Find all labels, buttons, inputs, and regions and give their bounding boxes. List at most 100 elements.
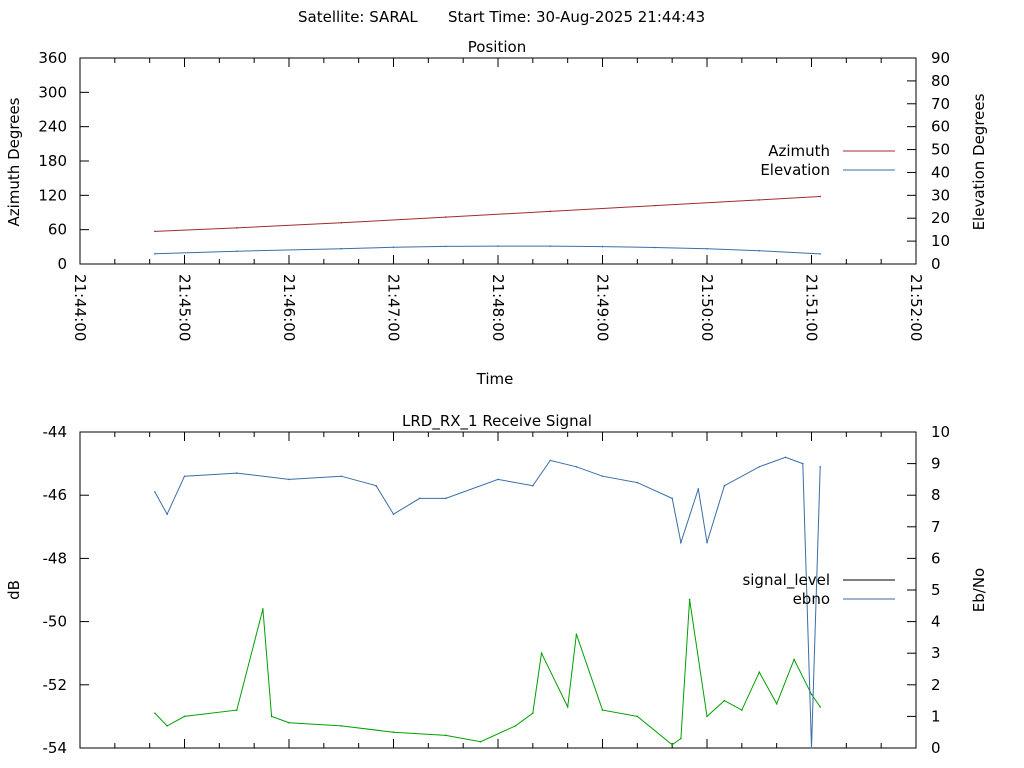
series-signal-level-point <box>758 671 761 673</box>
series-elevation-point <box>340 247 343 250</box>
receive-signal-chart: LRD_RX_1 Receive Signal -54-52-50-48-46-… <box>5 412 988 757</box>
series-azimuth-point <box>154 230 156 233</box>
series-signal-level-point <box>566 706 569 708</box>
position-x-label: Time <box>476 370 514 388</box>
position-y2-label: Elevation Degrees <box>970 93 988 230</box>
series-signal-level-line <box>154 599 821 746</box>
y-tick-label: 0 <box>57 255 67 273</box>
series-signal-level-point <box>479 740 482 743</box>
series-signal-level-point <box>723 699 726 702</box>
series-azimuth-point <box>235 227 238 229</box>
y2-tick-label: 2 <box>931 676 941 694</box>
series-ebno-point <box>810 747 813 749</box>
series-ebno-point <box>340 475 343 478</box>
y2-tick-label: 70 <box>931 95 950 113</box>
x-tick-label: 21:45:00 <box>176 274 194 341</box>
series-ebno-point <box>532 484 534 487</box>
series-azimuth-point <box>549 210 552 213</box>
signal-series <box>154 456 822 749</box>
signal-legend: signal_level ebno <box>742 571 895 608</box>
y2-tick-label: 0 <box>931 739 941 757</box>
y2-tick-label: 40 <box>931 163 950 181</box>
y2-tick-label: 4 <box>931 613 941 631</box>
series-elevation-point <box>653 246 656 249</box>
x-tick-label: 21:48:00 <box>489 274 507 341</box>
series-ebno-point <box>784 456 787 459</box>
y2-tick-label: 10 <box>931 232 950 250</box>
series-elevation-line <box>154 245 821 255</box>
series-ebno-point <box>758 465 761 468</box>
series-ebno-point <box>375 484 377 487</box>
series-signal-level-point <box>183 715 186 718</box>
y2-tick-label: 90 <box>931 49 950 67</box>
series-ebno-point <box>444 497 447 500</box>
series-elevation-point <box>154 252 156 255</box>
series-signal-level-point <box>444 734 447 737</box>
series-ebno-point <box>288 478 290 481</box>
series-ebno-point <box>697 488 700 490</box>
position-chart: Position 21:44:00 21:45:00 21:46:00 21:47:0… <box>5 38 988 388</box>
y2-tick-label: 9 <box>931 455 941 473</box>
y2-tick-label: 8 <box>931 486 941 504</box>
series-ebno-point <box>819 465 822 468</box>
x-tick-label: 21:47:00 <box>385 274 403 341</box>
y-tick-label: 240 <box>38 118 67 136</box>
x-tick-label: 21:50:00 <box>698 274 716 341</box>
series-elevation-point <box>706 247 708 250</box>
series-ebno-point <box>601 475 604 478</box>
series-signal-level-point <box>532 712 534 715</box>
series-azimuth-point <box>819 195 822 198</box>
position-chart-title: Position <box>468 38 526 56</box>
series-ebno-point <box>392 513 395 515</box>
series-elevation-point <box>819 253 822 255</box>
y2-tick-label: 50 <box>931 141 950 159</box>
signal-y2-label: Eb/No <box>970 568 988 612</box>
x-tick-label: 21:52:00 <box>907 274 925 341</box>
series-signal-level-point <box>235 709 238 711</box>
series-elevation-point <box>601 245 604 248</box>
series-signal-level-point <box>514 725 517 727</box>
series-ebno-point <box>154 491 156 493</box>
y2-tick-label: 60 <box>931 118 950 136</box>
series-signal-level-point <box>819 706 822 708</box>
series-azimuth-point <box>758 199 761 201</box>
series-signal-level-point <box>575 633 578 636</box>
y-tick-label: -46 <box>43 486 68 504</box>
series-signal-level-point <box>270 715 273 718</box>
y2-tick-label: 1 <box>931 707 941 725</box>
series-signal-level-point <box>392 731 395 733</box>
series-ebno-point <box>671 497 673 500</box>
x-tick-label: 21:46:00 <box>280 274 298 341</box>
signal-chart-title: LRD_RX_1 Receive Signal <box>402 412 592 431</box>
y-tick-label: -50 <box>43 613 68 631</box>
series-signal-level-point <box>680 737 682 740</box>
series-signal-level-point <box>741 709 743 711</box>
series-ebno-point <box>183 475 186 478</box>
y2-tick-label: 6 <box>931 549 941 567</box>
y-tick-label: -52 <box>43 676 68 694</box>
series-elevation-point <box>758 249 761 252</box>
series-ebno-point <box>680 541 682 544</box>
y-tick-label: 360 <box>38 49 67 67</box>
y-tick-label: 120 <box>38 186 67 204</box>
y-tick-label: -44 <box>43 423 68 441</box>
start-time-title: Start Time: 30-Aug-2025 21:44:43 <box>448 8 705 26</box>
series-signal-level-point <box>706 715 708 718</box>
series-signal-level-point <box>166 725 168 727</box>
series-signal-level-point <box>810 693 813 696</box>
series-elevation-point <box>497 245 499 247</box>
series-signal-level-point <box>688 598 691 601</box>
x-tick-label: 21:51:00 <box>803 274 821 341</box>
series-ebno-point <box>549 459 552 462</box>
series-ebno-point <box>418 497 421 500</box>
y2-tick-label: 7 <box>931 518 941 536</box>
y2-tick-label: 10 <box>931 423 950 441</box>
series-signal-level-point <box>636 715 639 718</box>
series-signal-level-point <box>262 608 264 610</box>
y-tick-label: 180 <box>38 152 67 170</box>
x-tick-label: 21:49:00 <box>594 274 612 341</box>
series-signal-level-point <box>340 725 343 727</box>
position-legend: Azimuth Elevation <box>760 142 895 179</box>
series-elevation-point <box>549 245 552 247</box>
y2-tick-label: 5 <box>931 581 941 599</box>
